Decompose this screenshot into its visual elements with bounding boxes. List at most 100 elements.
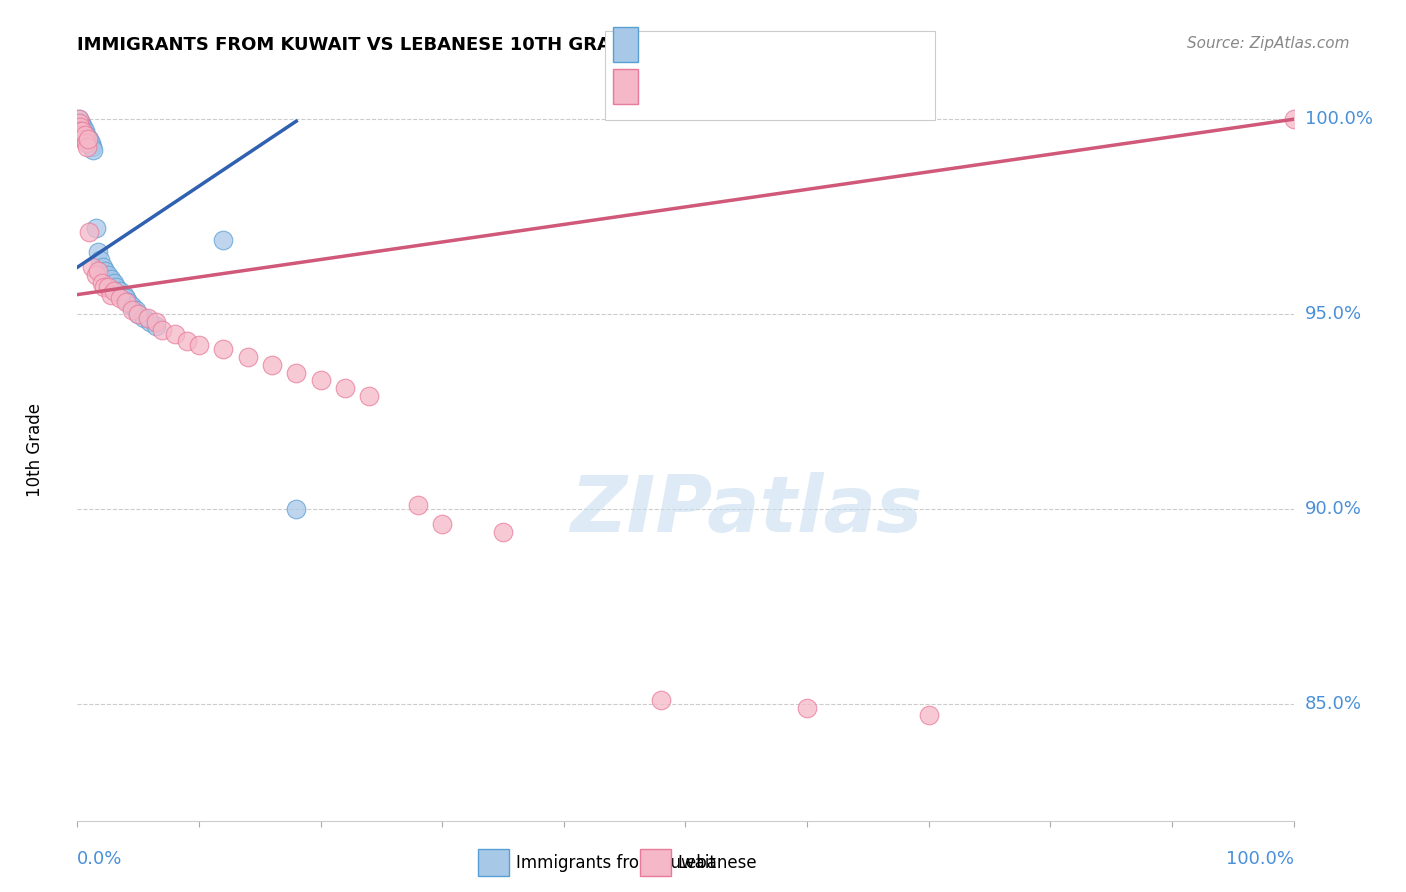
Point [87,244,110,259]
Point [117,295,139,310]
Point [188,338,211,352]
Point [67,116,90,130]
Point [236,350,259,364]
Text: 85.0%: 85.0% [1305,695,1361,713]
Text: 90.0%: 90.0% [1305,500,1361,518]
Point [73,128,96,142]
Point [75,136,97,150]
Point [73,124,96,138]
Point [72,128,94,142]
Point [796,700,818,714]
Point [103,276,125,290]
Point [121,303,143,318]
Point [72,132,94,146]
Text: IMMIGRANTS FROM KUWAIT VS LEBANESE 10TH GRADE CORRELATION CHART: IMMIGRANTS FROM KUWAIT VS LEBANESE 10TH … [77,36,860,54]
Point [70,124,93,138]
Point [333,381,356,395]
Point [1282,112,1305,127]
Point [70,128,93,142]
Point [70,124,93,138]
Point [212,233,235,247]
Point [108,284,131,298]
Point [176,334,198,349]
Point [309,373,332,387]
Point [89,252,111,267]
Text: Source: ZipAtlas.com: Source: ZipAtlas.com [1187,36,1350,51]
Point [70,124,93,138]
Point [80,139,103,153]
Point [90,276,112,290]
Point [136,310,159,325]
Point [121,299,143,313]
Point [139,315,162,329]
Point [80,136,103,150]
Point [67,116,90,130]
Point [70,120,93,134]
Point [69,124,91,138]
Point [145,318,167,333]
Point [492,525,515,540]
Point [79,225,101,239]
Point [70,116,93,130]
Point [77,136,100,150]
Point [94,264,117,278]
Point [67,112,90,127]
Text: 100.0%: 100.0% [1305,111,1372,128]
Point [285,502,308,516]
Point [84,268,107,282]
Point [75,128,97,142]
Text: 10th Grade: 10th Grade [25,403,44,498]
Point [115,292,138,306]
Text: Immigrants from Kuwait: Immigrants from Kuwait [516,854,716,871]
Text: 95.0%: 95.0% [1305,305,1362,323]
Point [82,144,104,158]
Point [406,498,429,512]
Point [91,260,114,275]
Point [100,287,122,301]
Text: 100.0%: 100.0% [1226,850,1294,868]
Text: 0.0%: 0.0% [77,850,122,868]
Point [127,307,149,321]
Point [69,120,91,134]
Point [69,120,91,134]
Point [212,342,235,356]
Point [76,139,98,153]
Point [100,272,122,286]
Point [97,280,120,294]
Point [72,124,94,138]
Point [430,517,453,532]
Point [650,693,672,707]
Point [112,287,135,301]
Point [67,120,90,134]
Point [76,132,98,146]
Point [115,295,138,310]
Point [103,284,125,298]
Point [93,280,115,294]
Point [108,292,131,306]
Point [72,120,94,134]
Point [359,389,381,403]
Point [69,116,91,130]
Point [80,260,103,275]
Point [285,366,308,380]
Point [67,112,90,127]
Point [97,268,120,282]
Point [163,326,186,341]
Point [134,310,156,325]
Point [105,280,128,294]
Text: Lebanese: Lebanese [678,854,758,871]
Point [127,307,149,321]
Text: R = 0.282   N = 43: R = 0.282 N = 43 [628,45,786,62]
Point [77,132,100,146]
Point [73,128,96,142]
Point [145,315,167,329]
Point [260,358,283,372]
Point [84,221,107,235]
Point [125,303,148,318]
Text: ZIPatlas: ZIPatlas [569,472,922,548]
Text: R = 0.243   N = 44: R = 0.243 N = 44 [628,85,786,103]
Point [87,264,110,278]
Point [70,120,93,134]
Point [152,323,174,337]
Point [79,132,101,146]
